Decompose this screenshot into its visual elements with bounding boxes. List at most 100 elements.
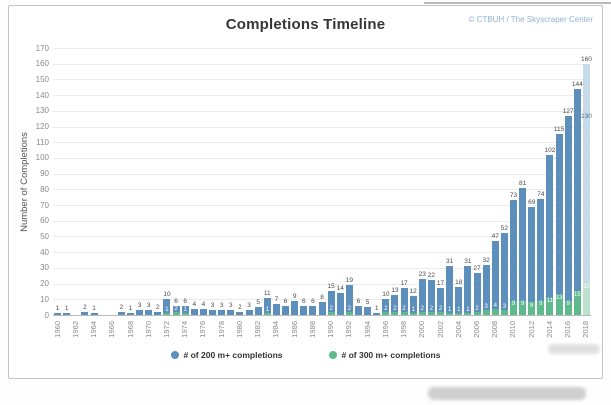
bar-value-label-200m: 160 (581, 55, 592, 63)
bar-300m (172, 311, 180, 315)
bar-value-label-200m: 23 (418, 270, 426, 278)
bar-300m (546, 297, 554, 315)
bar-value-label-200m: 31 (464, 258, 472, 266)
bar-value-label-300m: 2 (174, 305, 178, 312)
legend-item-300m: # of 300 m+ completions (328, 350, 440, 360)
bar-value-label-300m: 1 (466, 307, 470, 314)
x-tick-label: 1998 (399, 321, 409, 338)
x-axis-line (53, 315, 591, 316)
bar-value-label-200m: 74 (537, 190, 545, 198)
bar-value-label-200m: 3 (137, 302, 142, 310)
copyright-text: © CTBUH / The Skyscraper Center (468, 15, 593, 24)
bar-value-label-200m: 2 (238, 303, 242, 311)
bar-300m (455, 313, 463, 315)
bar-200m (519, 187, 527, 315)
bar-200m (199, 308, 207, 315)
bar-value-label-300m: 9 (566, 301, 570, 308)
bar-200m (163, 299, 171, 315)
bar-value-label-300m: 20 (583, 284, 590, 291)
bar-200m (291, 300, 299, 315)
x-tick-label: 1990 (326, 321, 336, 338)
bar-300m (345, 311, 353, 315)
bar-200m (509, 200, 517, 315)
x-tick-label: 1992 (344, 321, 354, 338)
bar-200m (537, 198, 545, 315)
bar-value-label-300m: 8 (530, 302, 534, 309)
bar-200m (354, 305, 362, 315)
bar-300m (400, 311, 408, 315)
bar-300m (263, 313, 271, 315)
bar-300m (327, 311, 335, 315)
bar-200m (345, 285, 353, 315)
bar-value-label-200m: 4 (192, 300, 197, 308)
bar-200m (90, 313, 98, 315)
bar-value-label-300m: 1 (265, 307, 269, 314)
bar-300m (582, 283, 590, 315)
bar-value-label-200m: 6 (301, 297, 306, 305)
bar-value-label-200m: 12 (409, 288, 417, 296)
bar-200m (364, 307, 372, 315)
bar-value-label-300m: 1 (183, 307, 187, 314)
bar-200m (427, 280, 435, 315)
y-tick-label: 60 (40, 216, 49, 226)
y-tick-label: 80 (40, 184, 49, 194)
bar-value-label-300m: 2 (420, 305, 424, 312)
bar-200m (117, 311, 125, 315)
x-tick-label: 2012 (526, 321, 536, 338)
x-tick-label: 1996 (380, 321, 390, 338)
bar-value-label-200m: 6 (283, 297, 288, 305)
bar-value-label-200m: 2 (83, 303, 87, 311)
bar-200m (418, 278, 426, 315)
gridline (53, 95, 591, 97)
x-tick-label: 2002 (435, 321, 445, 338)
bar-200m (282, 305, 290, 315)
bar-value-label-200m: 3 (219, 302, 224, 310)
bar-300m (528, 302, 536, 315)
bar-value-label-300m: 1 (411, 307, 415, 314)
y-tick-label: 160 (35, 59, 49, 69)
bar-value-label-200m: 10 (163, 291, 171, 299)
bar-value-label-200m: 9 (292, 292, 297, 300)
bar-200m (327, 291, 335, 315)
bar-200m (382, 299, 390, 315)
bar-value-label-200m: 1 (374, 305, 379, 313)
bar-200m (136, 310, 144, 315)
bar-200m (482, 264, 490, 315)
y-tick-label: 110 (36, 137, 49, 147)
legend: # of 200 m+ completions # of 300 m+ comp… (9, 350, 602, 360)
gridline (53, 48, 591, 49)
bar-value-label-300m: 4 (493, 302, 497, 309)
y-tick-label: 40 (40, 247, 49, 257)
legend-dot-300m-icon (328, 351, 337, 359)
bar-value-label-300m: 2 (384, 305, 388, 312)
bar-value-label-200m: 127 (562, 107, 574, 115)
x-tick-label: 2000 (417, 321, 427, 338)
gridline (53, 252, 591, 254)
x-tick-label: 1976 (198, 321, 208, 338)
x-tick-label: 1964 (89, 321, 99, 338)
bar-200m (245, 310, 253, 315)
bar-300m (573, 291, 581, 315)
x-tick-label: 1988 (307, 321, 317, 338)
bar-200m (127, 313, 134, 315)
y-tick-label: 170 (35, 43, 49, 53)
bar-value-label-300m: 1 (457, 307, 461, 314)
bar-200m (218, 310, 226, 315)
bar-300m (500, 310, 508, 315)
x-tick-label: 2006 (472, 321, 482, 338)
bar-300m (491, 308, 499, 315)
bar-200m (81, 311, 89, 315)
y-tick-label: 130 (35, 106, 49, 116)
chart-card: Completions Timeline © CTBUH / The Skysc… (8, 5, 603, 379)
y-tick-label: 0 (44, 310, 49, 320)
bar-value-label-300m: 9 (511, 301, 516, 308)
top-edge-artifact (424, 2, 611, 4)
y-tick-label: 100 (35, 153, 49, 163)
plot-area: 0 10 20 30 40 50 60 70 80 90 100 110 120 130 140 150 160… (36, 44, 592, 338)
bar-value-label-200m: 81 (518, 179, 527, 187)
bar-300m (564, 300, 572, 315)
bar-value-label-200m: 144 (571, 80, 583, 88)
bar-value-label-300m: 2 (475, 305, 479, 312)
bar-value-label-200m: 3 (146, 302, 151, 310)
